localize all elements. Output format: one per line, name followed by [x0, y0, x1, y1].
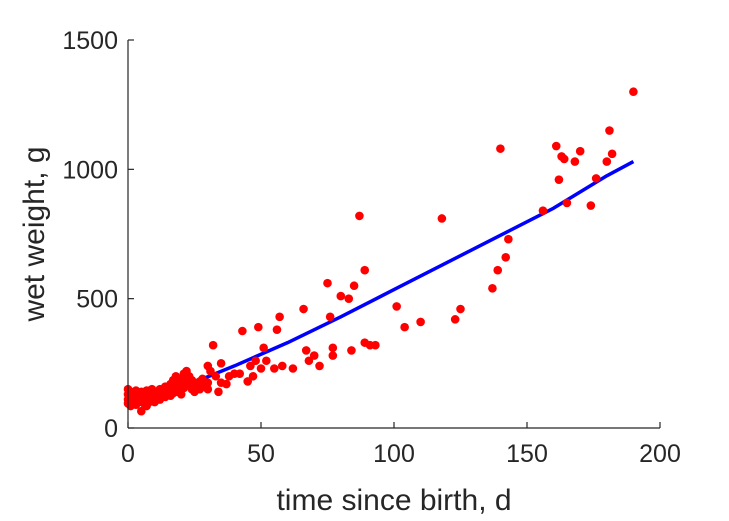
data-point	[248, 371, 258, 381]
data-point	[277, 361, 287, 371]
data-point	[551, 141, 561, 151]
y-tick-label: 1500	[62, 27, 118, 55]
data-point	[206, 366, 215, 376]
data-point	[496, 144, 505, 153]
y-axis-title: wet weight, g	[18, 146, 51, 322]
data-point	[371, 340, 380, 350]
x-tick-label: 150	[506, 440, 548, 468]
data-point	[591, 174, 601, 183]
data-point	[629, 87, 638, 97]
data-point	[360, 265, 370, 275]
data-point	[238, 326, 247, 336]
data-point	[349, 281, 359, 291]
data-point	[259, 343, 268, 353]
data-point	[570, 157, 580, 166]
data-point	[336, 291, 346, 301]
data-point	[235, 369, 245, 378]
data-point	[301, 346, 311, 355]
data-point	[554, 175, 564, 184]
data-point	[392, 302, 401, 311]
data-point	[538, 206, 548, 216]
data-point	[400, 322, 409, 332]
y-ticks: 0 500 1000 1500	[62, 27, 134, 443]
data-point	[607, 149, 617, 159]
data-point	[262, 356, 271, 366]
data-point	[602, 157, 612, 166]
data-point	[450, 315, 460, 324]
fit-line-layer	[127, 160, 635, 400]
y-tick-label: 500	[76, 286, 118, 314]
data-point	[575, 146, 585, 156]
data-point	[272, 325, 282, 335]
x-ticks: 0 50 100 150 200	[121, 422, 681, 468]
data-point	[176, 390, 186, 399]
data-point	[501, 252, 511, 262]
data-point	[562, 198, 572, 208]
x-tick-label: 100	[373, 440, 415, 468]
data-point	[315, 361, 324, 371]
data-point	[208, 340, 218, 350]
x-tick-label: 50	[247, 440, 275, 468]
x-axis-title: time since birth, d	[276, 484, 511, 517]
data-point	[246, 361, 255, 371]
data-point	[270, 364, 279, 373]
y-tick-label: 1000	[62, 156, 118, 184]
data-point	[243, 377, 252, 386]
data-point	[416, 317, 425, 327]
data-point	[456, 304, 465, 314]
x-tick-label: 200	[639, 440, 681, 468]
data-point	[323, 278, 332, 288]
data-point	[211, 371, 221, 381]
x-tick-label: 0	[121, 440, 135, 468]
data-point	[488, 284, 497, 293]
data-point	[347, 346, 356, 355]
data-point	[203, 378, 213, 388]
data-point	[304, 356, 314, 366]
y-tick-label: 0	[104, 415, 118, 443]
data-point	[214, 387, 223, 397]
data-point	[355, 211, 364, 221]
data-point	[325, 312, 335, 322]
data-point	[275, 312, 284, 322]
data-point	[254, 322, 263, 332]
data-point	[137, 406, 146, 416]
data-point	[222, 379, 231, 389]
data-point	[203, 384, 213, 394]
data-point	[216, 359, 226, 368]
data-point	[504, 234, 513, 244]
data-point	[437, 214, 447, 223]
data-point	[251, 356, 260, 366]
data-point	[309, 351, 319, 360]
data-point	[299, 304, 308, 314]
data-points-layer	[123, 87, 638, 416]
data-point	[328, 351, 338, 360]
data-point	[559, 154, 569, 164]
data-point	[586, 201, 596, 210]
data-point	[605, 126, 614, 135]
fit-curve	[127, 160, 635, 400]
data-point	[256, 364, 266, 373]
data-point	[344, 294, 354, 303]
data-point	[493, 265, 503, 275]
data-point	[328, 343, 338, 353]
data-point	[288, 364, 298, 373]
